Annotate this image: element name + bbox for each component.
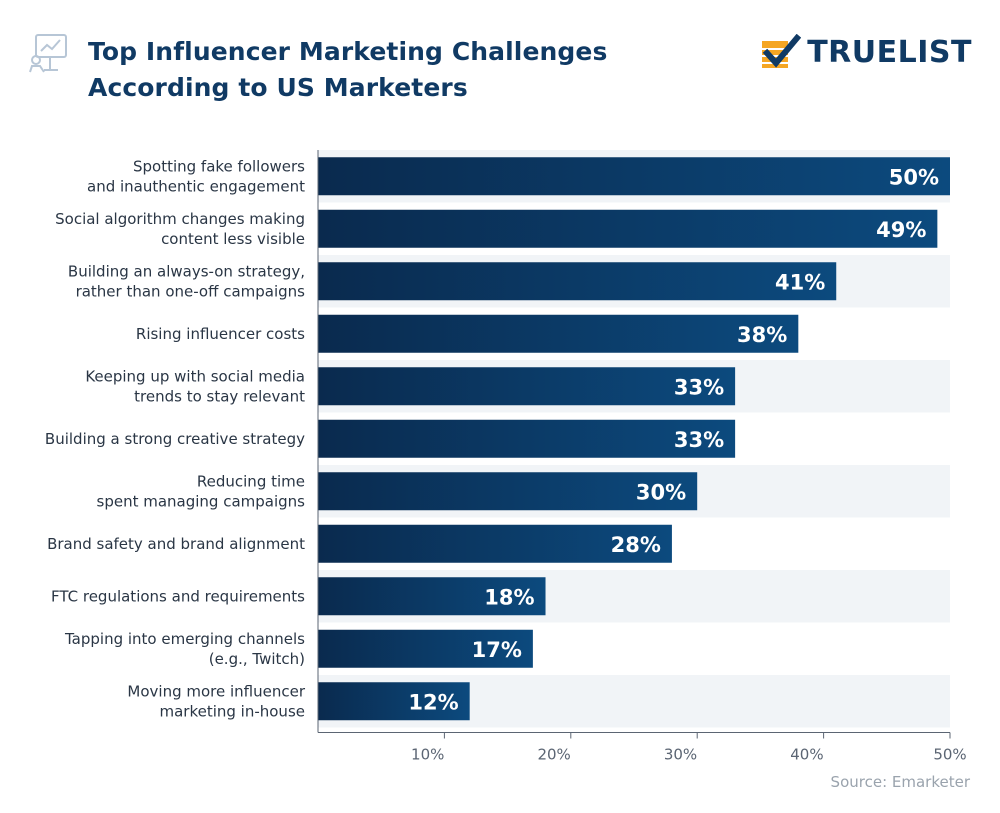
category-label-4: Rising influencer costs: [136, 325, 305, 343]
category-label-line: Spotting fake followers: [133, 157, 305, 175]
category-label-8: Brand safety and brand alignment: [47, 535, 305, 553]
category-label-line: Moving more influencer: [127, 682, 305, 700]
value-label-2: 49%: [876, 218, 926, 242]
bar-2: [318, 209, 938, 248]
category-label-11: Moving more influencer marketing in-house: [127, 682, 305, 720]
category-label-5: Keeping up with social media trends to st…: [85, 367, 305, 405]
category-label-line: and inauthentic engagement: [87, 177, 305, 195]
value-label-9: 18%: [484, 585, 534, 609]
presentation-chart-icon: [29, 34, 67, 73]
bar-1: [318, 157, 950, 196]
value-label-5: 33%: [674, 375, 724, 399]
brand-logo: TRUELIST: [759, 34, 972, 72]
category-label-line: Building an always-on strategy,: [68, 262, 305, 280]
bar-3: [318, 262, 837, 301]
bar-4: [318, 314, 799, 353]
category-label-line: marketing in-house: [159, 702, 305, 720]
value-label-4: 38%: [737, 323, 787, 347]
bar-7: [318, 472, 698, 511]
category-label-line: Rising influencer costs: [136, 325, 305, 343]
category-label-line: Tapping into emerging channels: [64, 630, 305, 648]
value-label-7: 30%: [636, 480, 686, 504]
value-label-1: 50%: [889, 165, 939, 189]
source-note: Source: Emarketer: [830, 773, 970, 791]
chart-title-line1: Top Influencer Marketing Challenges: [88, 37, 608, 66]
category-label-line: Reducing time: [197, 472, 305, 490]
brand-name: TRUELIST: [807, 35, 972, 70]
chart-title: Top Influencer Marketing Challenges Acco…: [88, 34, 607, 106]
bar-11: [318, 682, 470, 721]
category-label-line: rather than one-off campaigns: [76, 282, 306, 300]
chart-title-line2: According to US Marketers: [88, 73, 468, 102]
category-label-1: Spotting fake followers and inauthentic e…: [87, 157, 305, 195]
value-label-11: 12%: [408, 690, 458, 714]
category-label-line: spent managing campaigns: [97, 492, 306, 510]
value-label-3: 41%: [775, 270, 825, 294]
bar-8: [318, 524, 672, 563]
x-tick-label-40: 40%: [790, 746, 823, 764]
bar-9: [318, 577, 546, 616]
category-label-10: Tapping into emerging channels (e.g., Twi…: [64, 630, 305, 668]
category-label-9: FTC regulations and requirements: [51, 587, 305, 605]
category-label-2: Social algorithm changes making content l…: [55, 210, 305, 248]
value-label-10: 17%: [472, 638, 522, 662]
category-label-line: Building a strong creative strategy: [45, 430, 305, 448]
x-tick-label-50: 50%: [933, 746, 966, 764]
category-label-line: FTC regulations and requirements: [51, 587, 305, 605]
category-label-line: trends to stay relevant: [134, 387, 305, 405]
category-label-6: Building a strong creative strategy: [45, 430, 305, 448]
bar-6: [318, 419, 736, 458]
category-label-line: content less visible: [161, 230, 305, 248]
bar-5: [318, 367, 736, 406]
category-label-3: Building an always-on strategy, rather th…: [68, 262, 305, 300]
category-label-line: Social algorithm changes making: [55, 210, 305, 228]
checkmark-logo-icon: [762, 34, 802, 68]
value-label-8: 28%: [611, 533, 661, 557]
value-label-6: 33%: [674, 428, 724, 452]
x-tick-label-20: 20%: [537, 746, 570, 764]
x-tick-label-10: 10%: [411, 746, 444, 764]
x-tick-label-30: 30%: [664, 746, 697, 764]
bar-10: [318, 629, 533, 668]
category-label-7: Reducing time spent managing campaigns: [97, 472, 306, 510]
category-label-line: (e.g., Twitch): [209, 650, 305, 668]
category-label-line: Brand safety and brand alignment: [47, 535, 305, 553]
category-label-line: Keeping up with social media: [85, 367, 305, 385]
